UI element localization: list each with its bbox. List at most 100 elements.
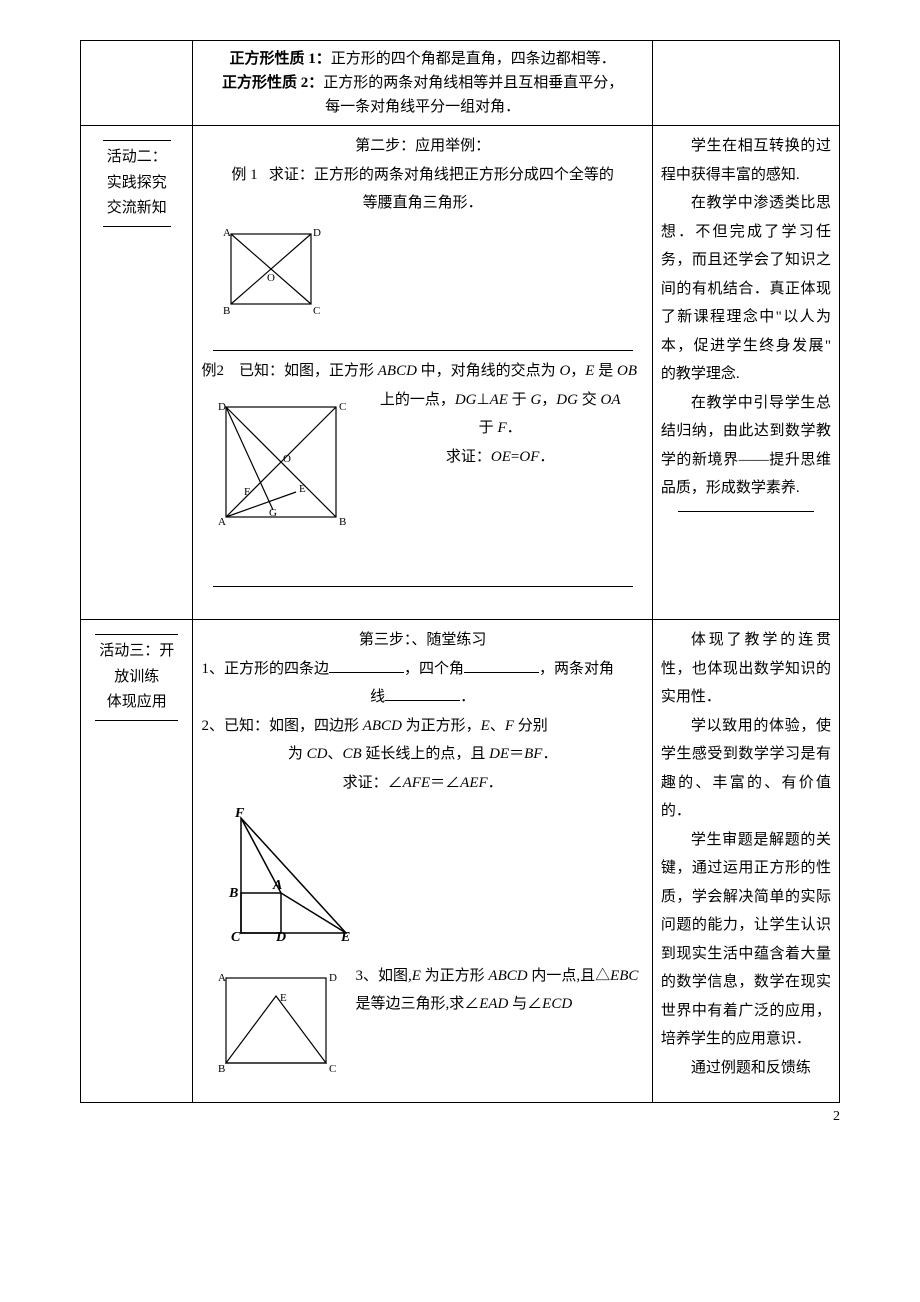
ex2-ae: AE bbox=[490, 392, 512, 408]
ex2-a: 已知：如图，正方形 bbox=[239, 363, 374, 379]
ex1-label: 例 1 bbox=[231, 167, 257, 183]
fig1-D: D bbox=[313, 227, 321, 239]
q2: 2、已知：如图，四边形 ABCD 为正方形，E、F 分别 bbox=[201, 712, 643, 741]
q1-line2: 线． bbox=[201, 683, 643, 712]
row3-right: 体现了教学的连贯性，也体现出数学知识的实用性． 学以致用的体验，使学生感受到数学… bbox=[652, 620, 839, 1103]
row-3: 活动三：开 放训练 体现应用 第三步：、随堂练习 1、正方形的四条边，四个角，两… bbox=[81, 620, 840, 1103]
q3l2a: 是等边三角形,求∠ bbox=[355, 996, 479, 1012]
row-2: 活动二： 实践探究 交流新知 第二步：应用举例： 例 1 求证：正方形的两条对角… bbox=[81, 126, 840, 620]
q2afe: AFE bbox=[403, 775, 431, 791]
figure2-square-oe-of: D C A B O E F G bbox=[211, 392, 356, 543]
activity2-l2: 实践探究 bbox=[107, 175, 167, 191]
r3-p3: 学生审题是解题的关键，通过运用正方形的性质，学会解决简单的实际问题的能力，让学生… bbox=[661, 826, 831, 1054]
q2c: 、 bbox=[490, 718, 505, 734]
q1e: ． bbox=[460, 689, 475, 705]
ex2-ob: OB bbox=[613, 363, 637, 379]
q2l2d: ＝ bbox=[509, 746, 524, 762]
q3-block: A D B C E 3、如图,E 为正方形 ABCD 内一点,且△EBC 是等边… bbox=[201, 962, 643, 1097]
q2pb: ＝∠ bbox=[430, 775, 460, 791]
r3-p1: 体现了教学的连贯性，也体现出数学知识的实用性． bbox=[661, 626, 831, 712]
prop1-line: 正方形性质 1：正方形的四个角都是直角，四条边都相等． bbox=[201, 47, 643, 71]
ex2-l2a: 上的一点， bbox=[380, 392, 455, 408]
activity3-l2: 放训练 bbox=[114, 669, 159, 685]
ex2-l2b: ⊥ bbox=[477, 392, 490, 408]
q1: 1、正方形的四条边，四个角，两条对角 bbox=[201, 655, 643, 684]
prop-block: 正方形性质 1：正方形的四个角都是直角，四条边都相等． 正方形性质 2：正方形的… bbox=[201, 47, 643, 119]
q3-line1: 3、如图,E 为正方形 ABCD 内一点,且△EBC bbox=[355, 962, 643, 991]
fig2-D: D bbox=[218, 401, 226, 413]
step2-title: 第二步：应用举例： bbox=[201, 132, 643, 161]
activity2-l1: 活动二： bbox=[107, 149, 167, 165]
q2bf: BF bbox=[524, 746, 542, 762]
q2e: E bbox=[481, 718, 490, 734]
figure1-square-diagonals: A D B C O bbox=[211, 224, 331, 335]
page-number: 2 bbox=[80, 1103, 840, 1125]
q2l2e: ． bbox=[542, 746, 557, 762]
prop2-line1: 正方形性质 2：正方形的两条对角线相等并且互相垂直平分， bbox=[201, 71, 643, 95]
q2pc: ． bbox=[488, 775, 503, 791]
ex2: 例2 已知：如图，正方形 ABCD 中，对角线的交点为 O，E 是 OB bbox=[201, 357, 643, 386]
page: 正方形性质 1：正方形的四个角都是直角，四条边都相等． 正方形性质 2：正方形的… bbox=[80, 40, 840, 1125]
ex2-l3b: ． bbox=[507, 420, 522, 436]
ex2-e: E bbox=[585, 363, 598, 379]
q2de: DE bbox=[485, 746, 509, 762]
row1-left-empty bbox=[81, 41, 193, 126]
prop1-text: 正方形的四个角都是直角，四条边都相等． bbox=[331, 51, 616, 67]
prop2-text: 正方形的两条对角线相等并且互相垂直平分， bbox=[323, 75, 623, 91]
figure3-triangle-square: F B A C D E bbox=[211, 803, 361, 954]
fig4-B: B bbox=[218, 1063, 225, 1075]
ex2-g: G bbox=[527, 392, 542, 408]
q2f: F bbox=[505, 718, 518, 734]
fig1-B: B bbox=[223, 305, 230, 317]
prop1-label: 正方形性质 1： bbox=[230, 51, 331, 67]
blank2 bbox=[464, 655, 539, 673]
q3-text: 3、如图,E 为正方形 ABCD 内一点,且△EBC 是等边三角形,求∠EAD … bbox=[351, 962, 643, 1019]
q1d: 线 bbox=[370, 689, 385, 705]
row2-right: 学生在相互转换的过程中获得丰富的感知. 在教学中渗透类比思想．不但完成了学习任务… bbox=[652, 126, 839, 620]
activity2-title: 活动二： 实践探究 交流新知 bbox=[103, 140, 171, 227]
ex2-l2e: 交 bbox=[582, 392, 597, 408]
ex2-line2: 上的一点，DG⊥AE 于 G，DG 交 OA bbox=[356, 386, 643, 415]
q2b: 为正方形， bbox=[406, 718, 481, 734]
activity3-title: 活动三：开 放训练 体现应用 bbox=[95, 634, 178, 721]
spacer2 bbox=[201, 593, 643, 613]
ex2-c: ， bbox=[570, 363, 585, 379]
ex2-l3a: 于 bbox=[479, 420, 494, 436]
ex2-right-text: 上的一点，DG⊥AE 于 G，DG 交 OA 于 F． 求证：OE=OF． bbox=[356, 386, 643, 472]
ex2-l2d: ， bbox=[541, 392, 556, 408]
fig3-C: C bbox=[231, 930, 241, 943]
q1c: ，两条对角 bbox=[539, 661, 614, 677]
ex2-pb: OE bbox=[491, 449, 511, 465]
q3l2b: 与∠ bbox=[512, 996, 542, 1012]
blank1 bbox=[329, 655, 404, 673]
spacer1 bbox=[201, 550, 643, 578]
fig2-F: F bbox=[244, 486, 250, 498]
fig1-C: C bbox=[313, 305, 320, 317]
q2-prove: 求证：∠AFE＝∠AEF． bbox=[201, 769, 643, 798]
q3abcd: ABCD bbox=[485, 968, 532, 984]
q2l2b: 、 bbox=[327, 746, 342, 762]
q2cb: CB bbox=[342, 746, 365, 762]
ex2-line3: 于 F． bbox=[356, 414, 643, 443]
fig2-C: C bbox=[339, 401, 346, 413]
q3ecd: ECD bbox=[542, 996, 572, 1012]
q1a: 1、正方形的四条边 bbox=[201, 661, 329, 677]
ex2-body: D C A B O E F G 上的一点，DG⊥AE 于 G，DG 交 OA 于… bbox=[201, 386, 643, 551]
r3-p4: 通过例题和反馈练 bbox=[661, 1054, 831, 1083]
divider-2 bbox=[213, 584, 633, 587]
r2-p3: 在教学中引导学生总结归纳，由此达到数学教学的新境界——提升思维品质，形成数学素养… bbox=[661, 389, 831, 503]
q3e: ,E bbox=[408, 968, 425, 984]
row1-mid: 正方形性质 1：正方形的四个角都是直角，四条边都相等． 正方形性质 2：正方形的… bbox=[193, 41, 652, 126]
ex2-pd: OF bbox=[519, 449, 539, 465]
ex2-d: 是 bbox=[598, 363, 613, 379]
row-1: 正方形性质 1：正方形的四个角都是直角，四条边都相等． 正方形性质 2：正方形的… bbox=[81, 41, 840, 126]
fig2-B: B bbox=[339, 516, 346, 528]
fig4-D: D bbox=[329, 972, 337, 984]
fig4-C: C bbox=[329, 1063, 336, 1075]
q2-line2: 为 CD、CB 延长线上的点，且 DE＝BF． bbox=[201, 740, 643, 769]
fig1-A: A bbox=[223, 227, 231, 239]
q3ebc: EBC bbox=[610, 968, 638, 984]
row3-mid: 第三步：、随堂练习 1、正方形的四条边，四个角，两条对角 线． 2、已知：如图，… bbox=[193, 620, 652, 1103]
activity3-l3: 体现应用 bbox=[107, 694, 167, 710]
q2abcd: ABCD bbox=[359, 718, 406, 734]
